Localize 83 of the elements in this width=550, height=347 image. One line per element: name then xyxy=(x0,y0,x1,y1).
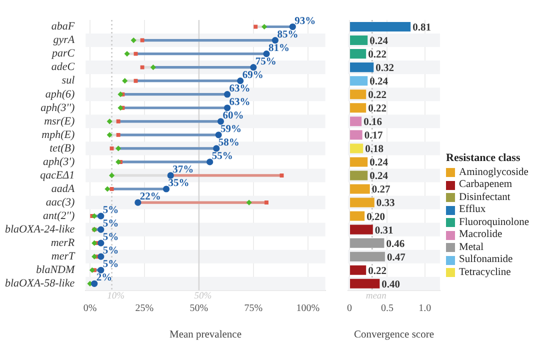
y-tick-label: aph(3') xyxy=(42,156,75,168)
ref-line-label: mean xyxy=(366,292,387,302)
data-label: 0.16 xyxy=(364,117,382,128)
data-label: 60% xyxy=(222,110,244,122)
legend-label: Efflux xyxy=(459,204,486,216)
data-label: 0.33 xyxy=(376,198,395,210)
x-tick-label: 1.0 xyxy=(418,303,432,314)
data-label: 37% xyxy=(172,164,194,176)
legend-label: Aminoglycoside xyxy=(459,166,528,179)
data-label: 0.22 xyxy=(368,90,386,102)
data-label: 0.24 xyxy=(370,76,389,88)
data-label: 0.47 xyxy=(386,252,406,264)
data-label: 75% xyxy=(255,56,276,68)
data-label: 0.27 xyxy=(372,184,390,196)
data-label: 93% xyxy=(294,16,316,27)
y-tick-label: tet(B) xyxy=(50,142,75,154)
data-label: 63% xyxy=(229,83,250,94)
y-tick-label: aph(3'') xyxy=(40,102,75,114)
data-label: 0.31 xyxy=(374,225,394,236)
data-label: 0.40 xyxy=(382,279,400,290)
data-label: 0.22 xyxy=(368,266,386,277)
y-tick-label: msr(E) xyxy=(44,115,75,128)
data-label: 0.81 xyxy=(412,22,431,34)
y-tick-label: ant(2'') xyxy=(43,210,75,222)
x-tick-label: 100% xyxy=(296,303,320,314)
legend-label: Carbapenem xyxy=(459,179,512,192)
x-axis-title: Convergence score xyxy=(354,329,434,340)
data-label: 5% xyxy=(102,259,119,270)
data-label: 5% xyxy=(102,246,119,257)
data-label: 22% xyxy=(140,192,161,203)
data-label: 5% xyxy=(102,218,119,230)
y-tick-label: parC xyxy=(51,48,76,60)
legend-label: Metal xyxy=(459,242,484,254)
data-label: 59% xyxy=(220,124,242,135)
x-tick-label: 0 xyxy=(347,303,352,314)
legend-label: Macrolide xyxy=(459,229,502,242)
y-tick-label: abaF xyxy=(51,20,75,33)
data-label: 35% xyxy=(168,178,190,189)
y-tick-label: mph(E) xyxy=(42,128,75,141)
ref-line-label: 10% xyxy=(107,292,125,302)
legend-label: Disinfectant xyxy=(459,192,510,204)
y-tick-label: gyrA xyxy=(53,34,75,46)
data-label: 0.24 xyxy=(370,171,389,182)
y-tick-label: aadA xyxy=(51,182,75,195)
data-label: 69% xyxy=(242,70,264,81)
x-tick-label: 0.5 xyxy=(380,303,394,314)
x-tick-label: 75% xyxy=(244,303,263,314)
y-tick-label: adeC xyxy=(51,61,76,74)
y-tick-label: blaOXA-58-like xyxy=(4,278,75,290)
y-tick-label: merR xyxy=(50,236,75,249)
x-axis-title: Mean prevalence xyxy=(169,329,242,340)
x-tick-label: 50% xyxy=(190,303,208,314)
y-tick-label: blaOXA-24-like xyxy=(4,223,75,236)
ref-line-label: 50% xyxy=(194,292,212,302)
data-label: 0.32 xyxy=(376,63,394,74)
legend-label: Tetracycline xyxy=(459,266,511,279)
data-label: 0.18 xyxy=(365,144,384,156)
data-label: 85% xyxy=(277,29,298,40)
y-tick-label: qacEΔ1 xyxy=(40,169,75,182)
data-label: 0.24 xyxy=(370,158,389,169)
data-label: 0.22 xyxy=(368,104,386,115)
data-label: 55% xyxy=(212,150,233,162)
data-label: 2% xyxy=(96,272,112,284)
data-label: 5% xyxy=(102,232,119,244)
data-label: 0.24 xyxy=(370,36,389,47)
y-tick-label: merT xyxy=(51,250,76,262)
y-tick-label: sul xyxy=(62,74,75,87)
legend-label: Fluoroquinolone xyxy=(459,216,529,229)
data-label: 5% xyxy=(102,205,119,216)
data-label: 81% xyxy=(268,42,290,54)
data-label: 0.17 xyxy=(364,130,383,142)
data-label: 0.20 xyxy=(366,212,385,223)
data-label: 58% xyxy=(218,137,240,148)
x-tick-label: 0% xyxy=(83,303,97,314)
data-label: 0.46 xyxy=(386,238,405,250)
y-tick-label: aac(3) xyxy=(46,196,75,208)
y-tick-label: aph(6) xyxy=(45,88,75,100)
data-label: 0.22 xyxy=(368,50,386,61)
data-label: 63% xyxy=(229,96,250,108)
x-tick-label: 25% xyxy=(135,303,154,314)
legend-title: Resistance class xyxy=(446,152,522,164)
legend-label: Sulfonamide xyxy=(459,254,513,266)
y-tick-label: blaNDM xyxy=(36,264,76,276)
